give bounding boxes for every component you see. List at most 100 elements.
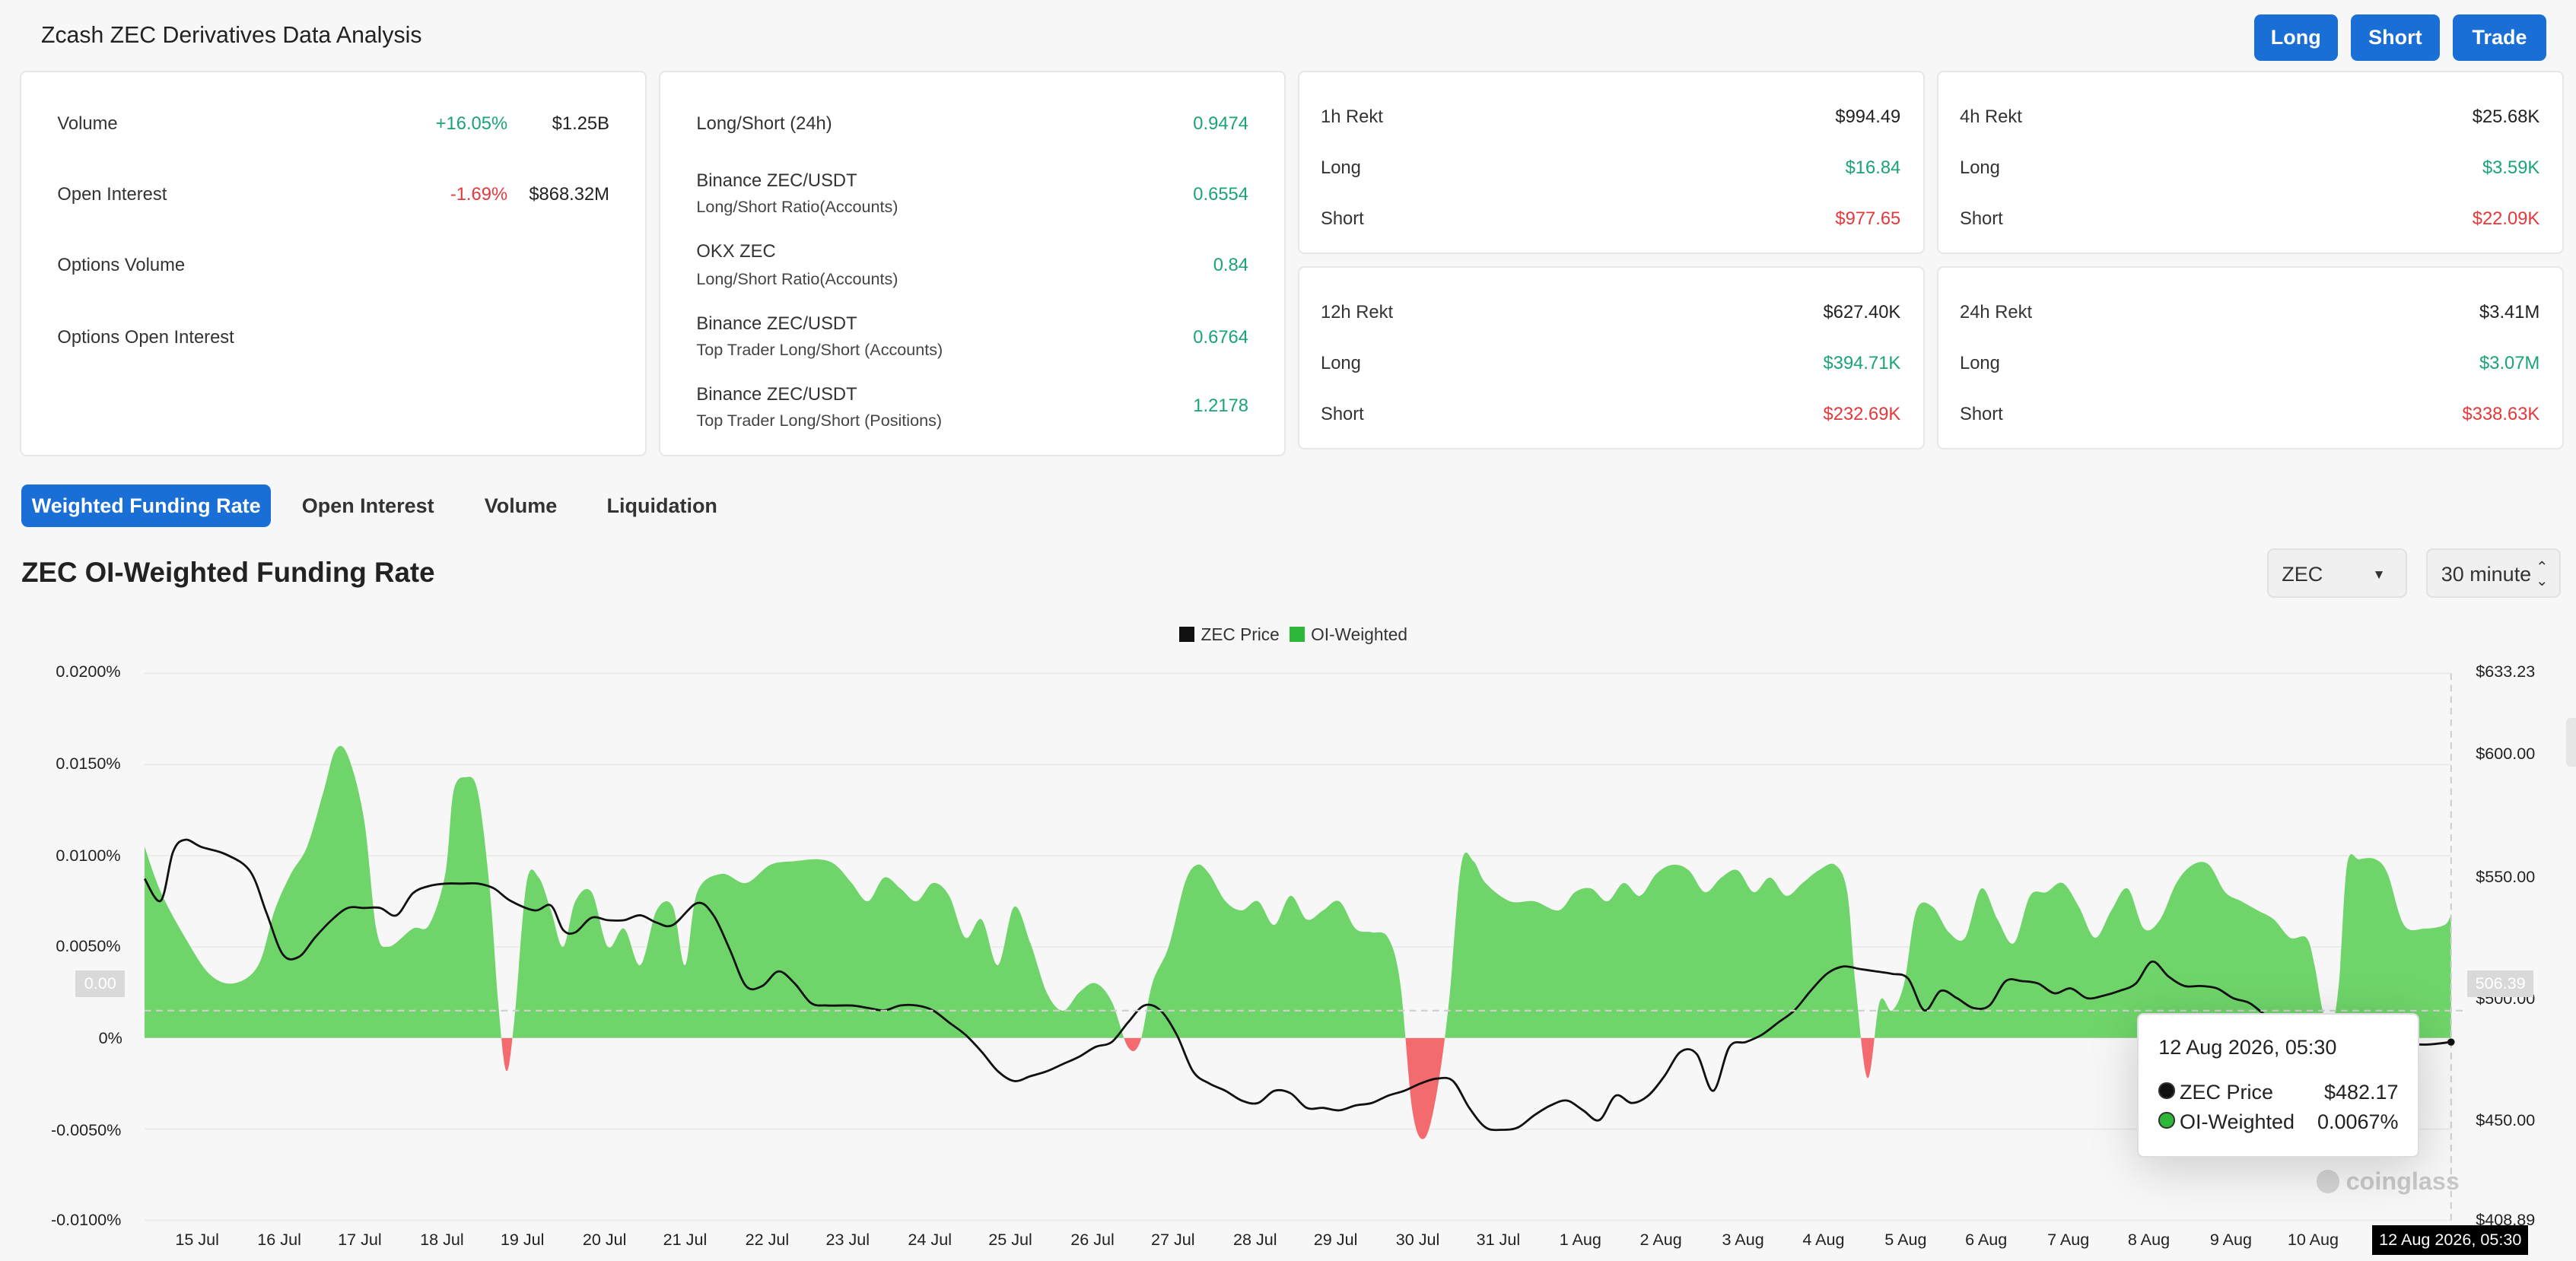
crosshair-left-badge: 0.00	[75, 970, 126, 997]
rekt-short-label: Short	[1959, 208, 2003, 230]
volume-change: +16.05%	[435, 113, 508, 134]
y-left-tick: 0%	[98, 1028, 122, 1047]
x-tick: 6 Aug	[1965, 1230, 2008, 1250]
legend-swatch-oi	[1290, 627, 1305, 642]
x-tick: 9 Aug	[2209, 1230, 2253, 1250]
y-left-tick: 0.0100%	[56, 846, 121, 866]
open-interest-label: Open Interest	[57, 183, 167, 205]
rekt-title: 12h Rekt	[1320, 302, 1394, 323]
y-right-tick: $600.00	[2476, 744, 2536, 764]
x-tick: 27 Jul	[1151, 1230, 1195, 1250]
x-tick: 4 Aug	[1802, 1230, 1845, 1250]
rekt-total: $627.40K	[1823, 302, 1901, 323]
tooltip-row-oi: OI-Weighted 0.0067%	[2158, 1110, 2399, 1134]
chart-tooltip: 12 Aug 2026, 05:30 ZEC Price $482.17 OI-…	[2137, 1013, 2420, 1158]
interval-select[interactable]: 30 minute ⌃ ⌄	[2426, 548, 2562, 599]
x-tick: 28 Jul	[1232, 1230, 1277, 1250]
rekt-title: 1h Rekt	[1320, 106, 1383, 128]
ratio-value: 0.84	[1213, 254, 1248, 275]
tooltip-label: ZEC Price	[2180, 1080, 2273, 1104]
x-tick: 19 Jul	[500, 1230, 545, 1250]
x-hover-value: 12 Aug 2026, 05:30	[2379, 1229, 2522, 1249]
volume-value: $1.25B	[552, 113, 609, 134]
interval-select-value: 30 minute	[2441, 563, 2532, 586]
scroll-indicator[interactable]	[2565, 717, 2576, 767]
x-tick: 29 Jul	[1313, 1230, 1358, 1250]
rekt-12h-card: 12h Rekt $627.40K Long $394.71K Short $2…	[1297, 265, 1926, 450]
y-right-tick: $550.00	[2476, 867, 2536, 887]
rekt-short-value: $22.09K	[2472, 208, 2540, 230]
tab-liquidation[interactable]: Liquidation	[606, 494, 717, 518]
options-volume-label: Options Volume	[57, 254, 186, 275]
x-tick: 16 Jul	[257, 1230, 301, 1250]
rekt-short-label: Short	[1320, 404, 1364, 425]
x-tick: 5 Aug	[1884, 1230, 1927, 1250]
x-tick: 1 Aug	[1559, 1230, 1601, 1250]
x-hover-badge: 12 Aug 2026, 05:30	[2372, 1224, 2529, 1255]
ratio-value: 0.6554	[1193, 183, 1248, 205]
long-button[interactable]: Long	[2253, 14, 2338, 61]
rekt-long-label: Long	[1320, 353, 1361, 374]
rekt-long-value: $16.84	[1845, 157, 1901, 179]
legend-oi-weighted[interactable]: OI-Weighted	[1290, 624, 1407, 645]
rekt-4h-card: 4h Rekt $25.68K Long $3.59K Short $22.09…	[1936, 70, 2565, 255]
ratio-value: 0.6764	[1193, 326, 1248, 348]
rekt-total: $3.41M	[2479, 302, 2540, 323]
tab-weighted-funding-rate[interactable]: Weighted Funding Rate	[21, 484, 272, 528]
market-stats-card: Volume +16.05% $1.25B Open Interest -1.6…	[19, 70, 647, 456]
tab-open-interest[interactable]: Open Interest	[301, 494, 434, 518]
options-open-interest-label: Options Open Interest	[57, 326, 234, 348]
funding-rate-chart[interactable]	[0, 649, 2576, 1240]
y-left-tick: -0.0050%	[50, 1120, 122, 1139]
page-title: Zcash ZEC Derivatives Data Analysis	[40, 23, 422, 49]
x-tick: 2 Aug	[1639, 1230, 1682, 1250]
x-tick: 3 Aug	[1722, 1230, 1764, 1250]
rekt-total: $25.68K	[2472, 106, 2540, 128]
ratio-label: Binance ZEC/USDT	[696, 170, 857, 192]
open-interest-value: $868.32M	[529, 183, 609, 205]
ratio-sublabel: Long/Short Ratio(Accounts)	[696, 196, 898, 216]
x-tick: 25 Jul	[988, 1230, 1032, 1250]
legend-label-price: ZEC Price	[1201, 624, 1280, 644]
x-tick: 8 Aug	[2127, 1230, 2171, 1250]
rekt-24h-card: 24h Rekt $3.41M Long $3.07M Short $338.6…	[1936, 265, 2565, 450]
ratio-value: 0.9474	[1193, 113, 1248, 134]
legend-zec-price[interactable]: ZEC Price	[1179, 624, 1280, 645]
short-button[interactable]: Short	[2351, 14, 2440, 61]
rekt-title: 24h Rekt	[1959, 302, 2033, 323]
coin-select-value: ZEC	[2282, 563, 2323, 586]
y-left-tick: 0.0150%	[56, 754, 121, 773]
trade-button[interactable]: Trade	[2452, 14, 2547, 61]
x-tick: 23 Jul	[825, 1230, 870, 1250]
x-tick: 18 Jul	[420, 1230, 464, 1250]
tooltip-row-price: ZEC Price $482.17	[2158, 1080, 2399, 1104]
legend-swatch-price	[1179, 627, 1194, 642]
volume-label: Volume	[57, 113, 118, 134]
rekt-long-value: $3.07M	[2479, 353, 2540, 374]
rekt-total: $994.49	[1835, 106, 1901, 128]
ratio-value: 1.2178	[1193, 395, 1248, 417]
oi-weighted-positive-area	[145, 745, 2451, 1038]
legend-label-oi: OI-Weighted	[1311, 624, 1407, 644]
rekt-long-label: Long	[1959, 157, 2000, 179]
x-tick: 26 Jul	[1070, 1230, 1115, 1250]
rekt-short-value: $338.63K	[2462, 404, 2540, 425]
coin-select[interactable]: ZEC ▼	[2266, 548, 2407, 599]
rekt-short-value: $977.65	[1835, 208, 1901, 230]
crosshair-right-badge: 506.39	[2467, 970, 2533, 997]
x-tick: 7 Aug	[2047, 1230, 2090, 1250]
ratio-label: Binance ZEC/USDT	[696, 313, 857, 335]
x-tick: 22 Jul	[745, 1230, 790, 1250]
open-interest-change: -1.69%	[450, 183, 508, 205]
price-hover-point	[2447, 1038, 2455, 1046]
tab-volume[interactable]: Volume	[484, 494, 558, 518]
x-tick: 15 Jul	[175, 1230, 219, 1250]
x-tick: 17 Jul	[338, 1230, 382, 1250]
coinglass-watermark: coinglass	[2316, 1167, 2460, 1196]
rekt-1h-card: 1h Rekt $994.49 Long $16.84 Short $977.6…	[1297, 70, 1926, 255]
ratio-sublabel: Long/Short Ratio(Accounts)	[696, 268, 898, 288]
x-tick: 20 Jul	[582, 1230, 627, 1250]
y-right-tick: $450.00	[2476, 1110, 2536, 1129]
tooltip-label: OI-Weighted	[2180, 1110, 2295, 1133]
rekt-long-label: Long	[1959, 353, 2000, 374]
